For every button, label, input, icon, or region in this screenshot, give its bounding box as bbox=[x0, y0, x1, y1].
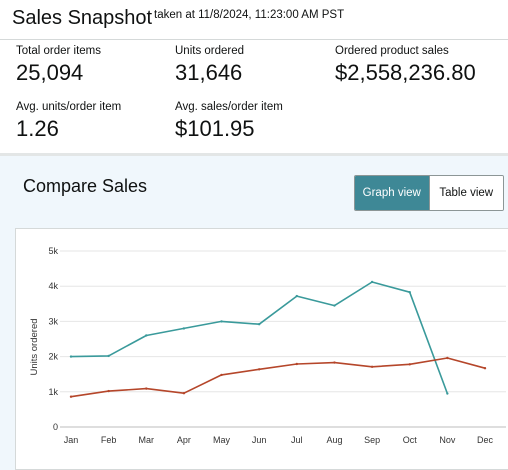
data-point-series-2 bbox=[483, 367, 487, 370]
metric-label: Avg. sales/order item bbox=[175, 101, 283, 113]
data-point-series-2 bbox=[257, 368, 261, 371]
metric-label: Ordered product sales bbox=[335, 45, 449, 57]
data-point-series-2 bbox=[182, 392, 186, 395]
data-point-series-1 bbox=[370, 280, 374, 284]
data-point-series-1 bbox=[295, 294, 299, 298]
metric-label: Total order items bbox=[16, 45, 102, 57]
data-point-series-1 bbox=[145, 334, 148, 337]
x-tick-label-sep: Sep bbox=[364, 435, 380, 445]
data-point-series-2 bbox=[69, 395, 73, 398]
x-tick-label-jan: Jan bbox=[64, 435, 79, 445]
y-axis-label: Units ordered bbox=[29, 318, 40, 375]
x-tick-label-feb: Feb bbox=[101, 435, 117, 445]
y-tick-label: 1k bbox=[48, 387, 58, 397]
metric-value: $101.95 bbox=[175, 116, 255, 141]
data-point-series-1 bbox=[333, 304, 336, 307]
metric-total-order-items: Total order items 25,094 bbox=[16, 45, 101, 86]
y-tick-label: 2k bbox=[48, 352, 58, 362]
x-tick-label-aug: Aug bbox=[326, 435, 342, 445]
data-point-series-2 bbox=[145, 387, 148, 390]
data-point-series-1 bbox=[107, 354, 110, 358]
data-point-series-1 bbox=[446, 392, 449, 395]
data-point-series-2 bbox=[446, 356, 449, 360]
compare-sales-title: Compare Sales bbox=[23, 176, 148, 196]
x-tick-label-apr: Apr bbox=[177, 435, 191, 445]
x-tick-label-jul: Jul bbox=[291, 435, 303, 445]
metric-label: Avg. units/order item bbox=[16, 101, 122, 113]
data-point-series-1 bbox=[408, 290, 411, 294]
x-tick-label-jun: Jun bbox=[252, 435, 267, 445]
x-tick-label-nov: Nov bbox=[439, 435, 456, 445]
data-point-series-1 bbox=[257, 323, 261, 326]
metric-value: 31,646 bbox=[175, 60, 243, 85]
metric-label: Units ordered bbox=[175, 45, 245, 57]
page-title: Sales Snapshot bbox=[12, 7, 153, 29]
table-view-button[interactable]: Table view bbox=[428, 176, 503, 210]
units-ordered-line-chart: 0 1k 2k 3k 4k 5k Units ordered Jan Feb Mar Apr May J… bbox=[29, 246, 506, 445]
view-toggle: Graph view Table view bbox=[354, 175, 504, 211]
data-point-series-1 bbox=[220, 320, 223, 323]
data-point-series-2 bbox=[333, 361, 336, 364]
data-point-series-2 bbox=[370, 365, 374, 369]
metric-value: 1.26 bbox=[16, 116, 59, 141]
metric-value: 25,094 bbox=[16, 60, 84, 85]
compare-sales-panel: Compare Sales Graph view Table view 0 1k 2… bbox=[0, 156, 508, 470]
data-point-series-2 bbox=[295, 362, 299, 366]
y-tick-label: 5k bbox=[48, 246, 58, 256]
metric-avg-units-per-order-item: Avg. units/order item 1.26 bbox=[16, 101, 121, 142]
metrics-panel: Total order items 25,094 Units ordered 3… bbox=[0, 40, 508, 153]
graph-view-button[interactable]: Graph view bbox=[355, 176, 429, 210]
y-tick-label: 0 bbox=[53, 422, 58, 432]
metric-units-ordered: Units ordered 31,646 bbox=[175, 45, 244, 86]
x-tick-label-may: May bbox=[213, 435, 231, 445]
chart-container: 0 1k 2k 3k 4k 5k Units ordered Jan Feb Mar Apr May J… bbox=[15, 228, 508, 470]
series-line-2 bbox=[70, 357, 486, 398]
data-point-series-1 bbox=[182, 327, 186, 330]
header: Sales Snapshot taken at 11/8/2024, 11:23… bbox=[0, 0, 508, 40]
data-point-series-1 bbox=[69, 355, 73, 358]
metric-avg-sales-per-order-item: Avg. sales/order item $101.95 bbox=[175, 101, 283, 142]
x-tick-label-oct: Oct bbox=[403, 435, 418, 445]
data-point-series-2 bbox=[107, 389, 110, 393]
timestamp: taken at 11/8/2024, 11:23:00 AM PST bbox=[154, 9, 345, 21]
section-divider bbox=[0, 153, 508, 156]
y-tick-label: 3k bbox=[48, 316, 58, 326]
metric-ordered-product-sales: Ordered product sales $2,558,236.80 bbox=[335, 45, 476, 86]
data-point-series-2 bbox=[220, 373, 223, 377]
metric-value: $2,558,236.80 bbox=[335, 60, 476, 85]
series-line-1 bbox=[70, 281, 449, 394]
x-tick-label-mar: Mar bbox=[139, 435, 155, 445]
y-tick-label: 4k bbox=[48, 281, 58, 291]
data-point-series-2 bbox=[408, 363, 411, 366]
x-tick-label-dec: Dec bbox=[477, 435, 494, 445]
